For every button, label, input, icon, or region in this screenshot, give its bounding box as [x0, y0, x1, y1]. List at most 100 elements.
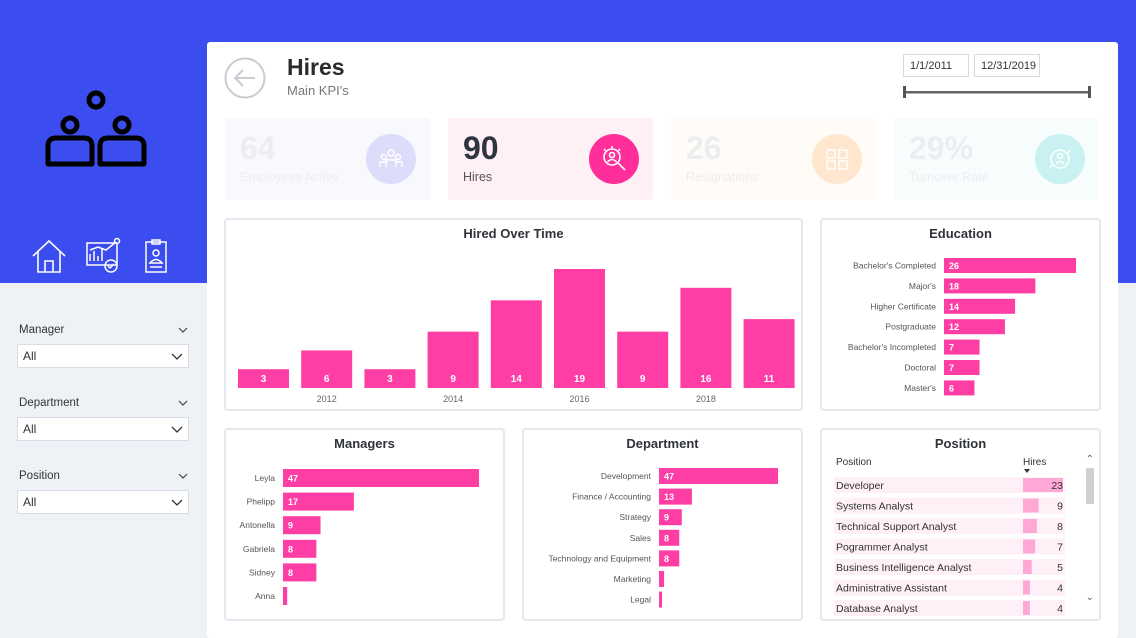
end-date-input[interactable]: 12/31/2019 — [974, 54, 1040, 77]
category-label: Leyla — [255, 473, 276, 483]
table-row[interactable] — [834, 477, 1065, 493]
slider-handle-end[interactable] — [1088, 86, 1091, 98]
category-label: Phelipp — [247, 497, 276, 507]
bar[interactable] — [659, 488, 692, 505]
scroll-down-icon[interactable]: ⌄ — [1085, 592, 1094, 603]
data-label: 18 — [949, 281, 959, 291]
position-name: Database Analyst — [836, 603, 918, 615]
table-row[interactable] — [834, 559, 1065, 575]
data-label: 47 — [288, 474, 298, 484]
chevron-down-icon[interactable] — [177, 324, 189, 336]
back-arrow-icon[interactable] — [223, 56, 267, 100]
education-chart: Education Bachelor's Completed 26 Major's 1… — [820, 218, 1101, 411]
data-label: 8 — [664, 533, 669, 543]
bar[interactable] — [283, 563, 317, 582]
manager-dropdown[interactable]: All — [17, 344, 189, 368]
column-bar[interactable] — [554, 269, 605, 388]
column-bar[interactable] — [680, 287, 732, 388]
analytics-icon[interactable] — [84, 236, 124, 276]
kpi-label: Hires — [463, 170, 493, 184]
bar[interactable] — [659, 509, 682, 526]
hires-value: 5 — [1057, 562, 1063, 574]
data-label: 11 — [764, 374, 775, 385]
bar[interactable] — [283, 492, 354, 511]
table-row[interactable] — [834, 518, 1065, 534]
bar[interactable] — [283, 516, 321, 535]
page-title: Hires — [287, 54, 345, 80]
bar[interactable] — [659, 529, 680, 546]
category-label: Higher Certificate — [870, 301, 936, 311]
column-bar[interactable] — [364, 369, 416, 388]
bar[interactable] — [283, 539, 317, 558]
magnifier-person-icon — [589, 134, 639, 184]
home-icon[interactable] — [29, 236, 69, 276]
sort-desc-icon — [1024, 469, 1030, 473]
bar[interactable] — [944, 298, 1016, 314]
position-name: Systems Analyst — [836, 501, 913, 513]
bar[interactable] — [659, 468, 778, 484]
chevron-down-icon[interactable] — [177, 397, 189, 409]
category-label: Antonella — [240, 520, 276, 530]
position-name: Technical Support Analyst — [836, 521, 956, 533]
bar[interactable] — [944, 360, 980, 375]
bar[interactable] — [659, 550, 680, 567]
scroll-up-icon[interactable]: ⌃ — [1085, 454, 1094, 465]
kpi-turnover-rate[interactable]: 29% Turnover Rate — [894, 118, 1099, 200]
kpi-resignations[interactable]: 26 Resignations — [671, 118, 876, 200]
start-date-input[interactable]: 1/1/2011 — [903, 54, 969, 77]
category-label: Development — [601, 471, 652, 481]
category-label: Bachelor's Incompleted — [848, 342, 936, 352]
data-label: 9 — [664, 513, 669, 523]
kpi-value: 26 — [686, 130, 722, 166]
table-row[interactable] — [834, 497, 1065, 514]
table-row[interactable] — [834, 600, 1065, 616]
scrollbar[interactable] — [1086, 468, 1094, 504]
kpi-employees-active[interactable]: 64 Employees Active — [225, 118, 430, 200]
slider-handle-start[interactable] — [903, 86, 906, 98]
x-tick-label: 2012 — [317, 394, 337, 404]
column-bar[interactable] — [743, 319, 795, 388]
hires-data-bar — [1023, 539, 1036, 554]
date-range-slider[interactable] — [903, 86, 1091, 98]
column-bar[interactable] — [617, 331, 669, 388]
position-table-grid: Position Hires Developer 23 Systems Analyst 9… — [834, 457, 1065, 616]
category-label: Finance / Accounting — [572, 492, 651, 502]
category-label: Marketing — [614, 574, 652, 584]
data-label: 26 — [949, 261, 959, 271]
column-header: Position — [836, 457, 872, 468]
chevron-down-icon[interactable] — [177, 470, 189, 482]
bar[interactable] — [283, 587, 288, 605]
department-dropdown[interactable]: All — [17, 417, 189, 441]
bar[interactable] — [659, 571, 665, 587]
data-label: 6 — [324, 374, 330, 385]
kpi-hires[interactable]: 90 Hires — [448, 118, 653, 200]
hires-value: 4 — [1057, 603, 1063, 615]
chart-title: Department — [626, 436, 699, 451]
x-tick-label: 2014 — [443, 394, 463, 404]
bar[interactable] — [944, 278, 1036, 294]
data-label: 8 — [288, 568, 293, 578]
bar[interactable] — [944, 258, 1076, 273]
position-name: Administrative Assistant — [836, 583, 947, 595]
filter-pane: Manager All Department All Position All — [0, 283, 207, 638]
table-row[interactable] — [834, 579, 1065, 596]
slicer-label: Manager — [19, 324, 65, 336]
bar[interactable] — [944, 319, 1005, 335]
column-bar[interactable] — [490, 300, 542, 388]
bar[interactable] — [944, 339, 980, 355]
column-bar[interactable] — [427, 331, 479, 388]
position-dropdown[interactable]: All — [17, 490, 189, 514]
bar[interactable] — [944, 380, 975, 396]
column-bar[interactable] — [238, 369, 289, 388]
hires-data-bar — [1023, 601, 1030, 615]
id-card-icon[interactable] — [136, 236, 176, 276]
data-label: 8 — [664, 554, 669, 564]
category-label: Postgraduate — [885, 322, 936, 332]
table-row[interactable] — [834, 538, 1065, 555]
bar[interactable] — [659, 591, 662, 608]
bar[interactable] — [283, 469, 479, 487]
category-label: Strategy — [619, 512, 651, 522]
column-bar[interactable] — [301, 350, 353, 388]
data-label: 6 — [949, 383, 954, 393]
data-label: 14 — [949, 302, 959, 312]
